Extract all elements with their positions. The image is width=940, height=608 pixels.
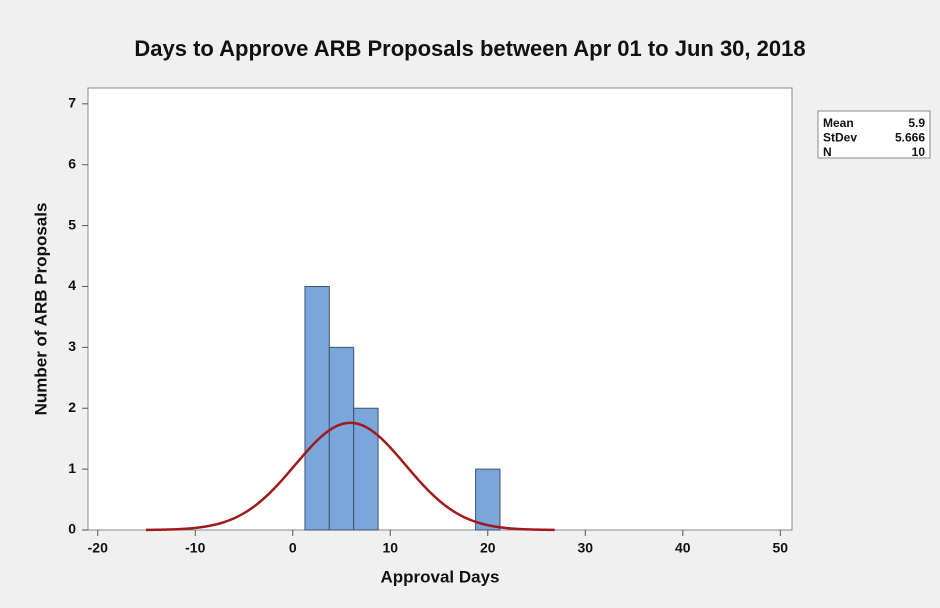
plot-area (87, 87, 793, 531)
x-axis-label: Approval Days (380, 567, 499, 586)
x-tick-label: 0 (289, 540, 297, 556)
y-tick-label: 7 (68, 95, 76, 111)
x-tick-label: 20 (480, 540, 496, 556)
x-tick-label: -20 (88, 540, 108, 556)
x-tick-label: 50 (773, 540, 789, 556)
bar (328, 346, 355, 531)
y-axis-label: Number of ARB Proposals (31, 203, 50, 416)
stat-label: StDev (823, 131, 857, 145)
y-tick-label: 4 (68, 277, 76, 293)
y-tick-label: 0 (68, 521, 76, 537)
chart-title: Days to Approve ARB Proposals between Ap… (134, 36, 805, 61)
y-tick-label: 3 (68, 338, 76, 354)
x-tick-label: 40 (675, 540, 691, 556)
normal-fit-curve (145, 421, 555, 532)
y-tick-label: 2 (68, 399, 76, 415)
y-tick-label: 5 (68, 216, 76, 232)
stats-box (817, 110, 931, 159)
x-tick-label: 10 (382, 540, 398, 556)
bar (304, 285, 330, 531)
x-tick-label: 30 (577, 540, 593, 556)
stat-label: Mean (823, 116, 854, 130)
stat-value: 5.9 (908, 116, 925, 130)
bar (353, 407, 379, 531)
stat-label: N (823, 145, 832, 159)
stat-value: 10 (912, 145, 926, 159)
y-tick-label: 6 (68, 155, 76, 171)
bar (475, 468, 501, 531)
y-tick-label: 1 (68, 460, 76, 476)
stat-value: 5.666 (895, 131, 925, 145)
x-tick-label: -10 (185, 540, 205, 556)
